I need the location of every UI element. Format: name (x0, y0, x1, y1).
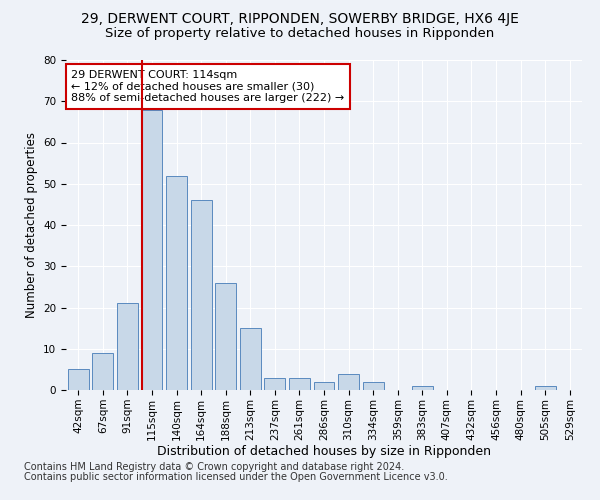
Bar (265, 378, 286, 390)
Bar (289, 378, 310, 390)
Bar (535, 386, 556, 390)
Text: 29 DERWENT COURT: 114sqm
← 12% of detached houses are smaller (30)
88% of semi-d: 29 DERWENT COURT: 114sqm ← 12% of detach… (71, 70, 344, 103)
Bar (240, 328, 261, 390)
Bar (412, 386, 433, 390)
Bar (191, 200, 212, 390)
Y-axis label: Number of detached properties: Number of detached properties (25, 132, 38, 318)
Text: Size of property relative to detached houses in Ripponden: Size of property relative to detached ho… (106, 28, 494, 40)
Bar (92, 353, 113, 390)
Bar (142, 110, 163, 390)
X-axis label: Distribution of detached houses by size in Ripponden: Distribution of detached houses by size … (157, 446, 491, 458)
Bar (117, 304, 138, 390)
Text: 29, DERWENT COURT, RIPPONDEN, SOWERBY BRIDGE, HX6 4JE: 29, DERWENT COURT, RIPPONDEN, SOWERBY BR… (81, 12, 519, 26)
Bar (215, 283, 236, 390)
Bar (68, 370, 89, 390)
Text: Contains HM Land Registry data © Crown copyright and database right 2024.: Contains HM Land Registry data © Crown c… (24, 462, 404, 472)
Bar (362, 382, 383, 390)
Bar (166, 176, 187, 390)
Bar (338, 374, 359, 390)
Text: Contains public sector information licensed under the Open Government Licence v3: Contains public sector information licen… (24, 472, 448, 482)
Bar (314, 382, 334, 390)
